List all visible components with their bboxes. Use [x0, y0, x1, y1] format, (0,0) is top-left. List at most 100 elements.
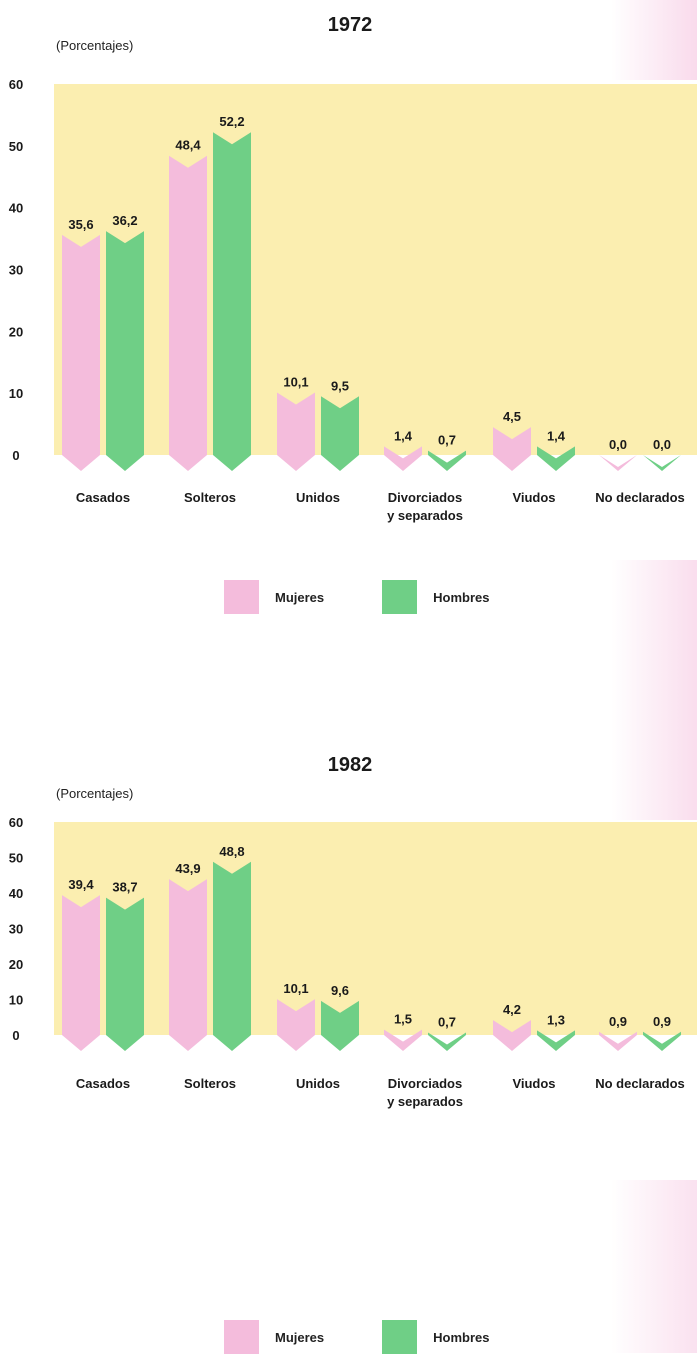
chart-1972: 1972 (Porcentajes) 0 10 20 30 40 50 60 35,6 36,2…	[0, 0, 697, 614]
bar-shape	[384, 446, 422, 471]
bar-hombres	[106, 897, 144, 1051]
bar-mujeres	[169, 879, 207, 1051]
bar-hombres	[428, 450, 466, 471]
bar-hombres	[321, 1000, 359, 1051]
bar-mujeres	[62, 234, 100, 471]
category-label: Divorciados	[388, 1076, 462, 1091]
bar-mujeres	[277, 999, 315, 1051]
bar-shape	[106, 897, 144, 1051]
category-label: Unidos	[296, 490, 340, 505]
category-label: Viudos	[512, 1076, 555, 1091]
bar-hombres	[643, 1031, 681, 1051]
chart-title: 1972	[327, 14, 373, 36]
data-label: 1,4	[547, 428, 566, 443]
bar-hombres	[106, 231, 144, 471]
y-tick-label: 0	[12, 448, 19, 463]
legend-label-mujeres: Mujeres	[275, 589, 325, 605]
y-axis-label: (Porcentajes)	[56, 786, 134, 801]
legend-item-mujeres: Mujeres	[224, 1320, 324, 1354]
bar-hombres	[537, 446, 575, 471]
bar-shape	[169, 155, 207, 471]
y-tick-label: 10	[9, 386, 23, 401]
bar-hombres	[428, 1032, 466, 1051]
bar-mujeres	[169, 155, 207, 471]
y-tick-label: 50	[9, 139, 23, 154]
data-label: 52,2	[219, 114, 244, 129]
y-tick-label: 20	[9, 324, 23, 339]
plot-area: 0 10 20 30 40 50 60 35,6 36,2 Casados 48,4 52,2 Solt…	[9, 77, 697, 523]
category-label: Viudos	[512, 490, 555, 505]
legend-swatch-hombres	[382, 580, 418, 614]
category-label: Casados	[76, 490, 130, 505]
bar-mujeres	[599, 455, 637, 471]
y-tick-label: 60	[9, 77, 23, 92]
category-label: y separados	[387, 1094, 463, 1109]
bar-mujeres	[493, 427, 531, 471]
data-label: 10,1	[283, 375, 308, 390]
category-label: Divorciados	[388, 490, 462, 505]
legend-item-mujeres: Mujeres	[224, 580, 324, 614]
y-tick-label: 0	[12, 1028, 19, 1043]
category-label: Solteros	[184, 490, 236, 505]
y-tick-label: 40	[9, 886, 23, 901]
legend-item-hombres: Hombres	[382, 1320, 490, 1354]
data-label: 9,5	[331, 378, 349, 393]
chart-title: 1982	[327, 754, 373, 776]
bar-shape	[428, 1032, 466, 1051]
data-label: 36,2	[112, 213, 137, 228]
plot-background	[54, 84, 697, 455]
bar-shape	[213, 132, 251, 472]
decorative-pink-wash-middle	[611, 560, 697, 820]
bar-shape	[599, 1031, 637, 1051]
bar-hombres	[643, 455, 681, 471]
data-label: 4,2	[503, 1002, 521, 1017]
bar-hombres	[321, 396, 359, 471]
y-axis-label: (Porcentajes)	[56, 38, 134, 53]
legend: Mujeres Hombres	[224, 1320, 548, 1354]
bar-shape	[384, 1029, 422, 1051]
bar-shape	[493, 427, 531, 471]
bar-shape	[537, 1030, 575, 1051]
data-label: 35,6	[68, 217, 93, 232]
data-label: 48,4	[175, 138, 201, 153]
legend-item-hombres: Hombres	[382, 580, 490, 614]
decorative-pink-wash-top	[611, 0, 697, 80]
category-label: y separados	[387, 508, 463, 523]
bar-shape	[62, 895, 100, 1051]
data-label: 0,9	[609, 1014, 627, 1029]
y-tick-label: 40	[9, 201, 23, 216]
plot-background	[54, 822, 697, 1035]
bar-mujeres	[384, 1029, 422, 1051]
data-label: 0,0	[653, 437, 671, 452]
data-label: 4,5	[503, 409, 521, 424]
bar-mujeres	[62, 895, 100, 1051]
chart-1982: 1982 (Porcentajes) 0 10 20 30 40 50 60 39,4 38,7…	[0, 740, 697, 1354]
legend: Mujeres Hombres	[224, 580, 548, 614]
bar-shape	[62, 234, 100, 471]
data-label: 43,9	[175, 861, 200, 876]
bar-shape	[321, 396, 359, 471]
data-label: 39,4	[68, 877, 94, 892]
plot-area: 0 10 20 30 40 50 60 39,4 38,7 Casados 43,9 48,8 Solt…	[9, 815, 697, 1109]
category-label: Unidos	[296, 1076, 340, 1091]
category-label: Casados	[76, 1076, 130, 1091]
legend-label-hombres: Hombres	[433, 1329, 490, 1345]
bar-shape	[106, 231, 144, 471]
bar-mujeres	[599, 1031, 637, 1051]
bar-shape	[213, 861, 251, 1051]
bar-shape	[428, 450, 466, 471]
bar-shape	[643, 1031, 681, 1051]
y-tick-label: 60	[9, 815, 23, 830]
data-label: 1,5	[394, 1012, 412, 1027]
legend-label-mujeres: Mujeres	[275, 1329, 325, 1345]
data-label: 1,3	[547, 1012, 565, 1027]
category-label: Solteros	[184, 1076, 236, 1091]
data-label: 10,1	[283, 981, 308, 996]
y-tick-label: 50	[9, 851, 23, 866]
decorative-pink-wash-bottom	[611, 1180, 697, 1353]
data-label: 9,6	[331, 983, 349, 998]
data-label: 48,8	[219, 844, 244, 859]
bar-hombres	[213, 861, 251, 1051]
legend-swatch-mujeres	[224, 580, 259, 614]
bar-mujeres	[277, 392, 315, 471]
